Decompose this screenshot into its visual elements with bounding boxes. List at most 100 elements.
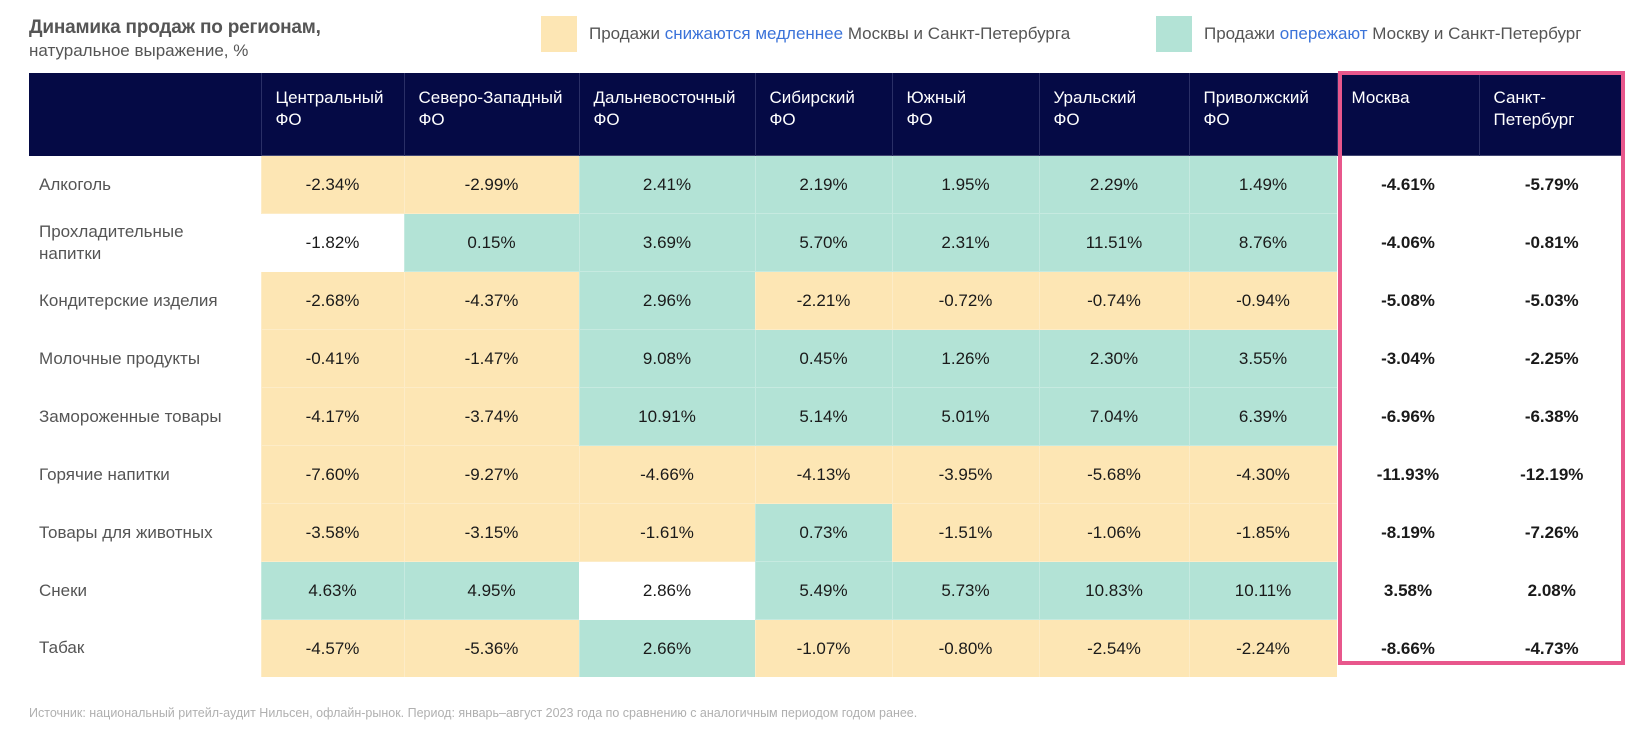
- data-cell: 5.70%: [754, 213, 892, 272]
- column-header-line: Уральский: [1053, 88, 1137, 107]
- header-corner: [29, 73, 261, 156]
- data-cell: -4.37%: [403, 271, 579, 330]
- data-cell: -2.99%: [403, 155, 579, 214]
- city-data-cell: -2.25%: [1478, 329, 1624, 388]
- table-row: Прохладительные напитки -1.82% 0.15% 3.69% 5.…: [29, 213, 1624, 272]
- legend-text: Продажи снижаются медленнее Москвы и Сан…: [589, 24, 1071, 43]
- city-data-cell: -7.26%: [1478, 503, 1624, 562]
- column-header: Дальневосточный ФО: [578, 73, 755, 156]
- legend-item-outpace: Продажи опережают Москву и Санкт-Петербу…: [1156, 16, 1581, 52]
- city-data-cell: -6.96%: [1336, 387, 1479, 446]
- data-cell: 2.31%: [891, 213, 1039, 272]
- column-header-line: Москва: [1351, 88, 1410, 107]
- row-label: Кондитерские изделия: [29, 271, 261, 330]
- data-cell: 0.15%: [403, 213, 579, 272]
- data-cell: 2.66%: [578, 619, 755, 677]
- row-label: Табак: [29, 619, 261, 677]
- city-data-cell: -12.19%: [1478, 445, 1624, 504]
- data-cell: -5.36%: [403, 619, 579, 677]
- column-header-line: Сибирский: [769, 88, 855, 107]
- city-data-cell: -4.73%: [1478, 619, 1624, 677]
- row-label: Горячие напитки: [29, 445, 261, 504]
- data-cell: 4.63%: [260, 561, 404, 620]
- row-label: Алкоголь: [29, 155, 261, 214]
- data-cell: -3.74%: [403, 387, 579, 446]
- data-cell: 2.96%: [578, 271, 755, 330]
- data-cell: -2.21%: [754, 271, 892, 330]
- column-header: Центральный ФО: [260, 73, 404, 156]
- data-cell: 5.49%: [754, 561, 892, 620]
- city-data-cell: -6.38%: [1478, 387, 1624, 446]
- column-header: Южный ФО: [891, 73, 1039, 156]
- data-cell: 10.11%: [1188, 561, 1337, 620]
- data-cell: -1.61%: [578, 503, 755, 562]
- table-row: Табак -4.57% -5.36% 2.66% -1.07% -0.80% -2.54%…: [29, 619, 1624, 677]
- data-cell: -3.95%: [891, 445, 1039, 504]
- legend-item-slower-decline: Продажи снижаются медленнее Москвы и Сан…: [541, 16, 1070, 52]
- data-cell: -0.41%: [260, 329, 404, 388]
- data-cell: -2.68%: [260, 271, 404, 330]
- data-cell: -0.94%: [1188, 271, 1337, 330]
- table-row: Горячие напитки -7.60% -9.27% -4.66% -4.13% -…: [29, 445, 1624, 504]
- legend-swatch-teal: [1156, 16, 1192, 52]
- row-label: Молочные продукты: [29, 329, 261, 388]
- city-data-cell: -4.06%: [1336, 213, 1479, 272]
- data-cell: 2.41%: [578, 155, 755, 214]
- row-label: Товары для животных: [29, 503, 261, 562]
- data-cell: 6.39%: [1188, 387, 1337, 446]
- column-header: Уральский ФО: [1038, 73, 1189, 156]
- column-header-line: Санкт-: [1493, 88, 1546, 107]
- chart-title: Динамика продаж по регионам,: [29, 17, 321, 38]
- data-cell: 1.49%: [1188, 155, 1337, 214]
- data-cell: -2.34%: [260, 155, 404, 214]
- city-data-cell: -0.81%: [1478, 213, 1624, 272]
- city-data-cell: -5.03%: [1478, 271, 1624, 330]
- city-data-cell: -5.79%: [1478, 155, 1624, 214]
- data-cell: 2.86%: [578, 561, 755, 620]
- city-data-cell: -3.04%: [1336, 329, 1479, 388]
- data-cell: 1.26%: [891, 329, 1039, 388]
- city-data-cell: 3.58%: [1336, 561, 1479, 620]
- table-row: Снеки 4.63% 4.95% 2.86% 5.49% 5.73% 10.83% 10.1…: [29, 561, 1624, 620]
- data-cell: -4.17%: [260, 387, 404, 446]
- column-header-line: ФО: [593, 110, 620, 129]
- data-cell: 5.14%: [754, 387, 892, 446]
- table-row: Кондитерские изделия -2.68% -4.37% 2.96% -2.…: [29, 271, 1624, 330]
- city-data-cell: -5.08%: [1336, 271, 1479, 330]
- column-header-line: ФО: [418, 110, 445, 129]
- row-label: Замороженные товары: [29, 387, 261, 446]
- data-cell: 0.73%: [754, 503, 892, 562]
- header-row: Центральный ФО Северо-Западный ФО Дальневост…: [29, 73, 1624, 156]
- data-cell: -3.15%: [403, 503, 579, 562]
- row-label: Прохладительные напитки: [29, 213, 261, 272]
- source-note: Источник: национальный ритейл-аудит Ниль…: [29, 706, 918, 720]
- data-cell: -1.07%: [754, 619, 892, 677]
- data-cell: -0.80%: [891, 619, 1039, 677]
- column-header: Приволжский ФО: [1188, 73, 1337, 156]
- column-header: Сибирский ФО: [754, 73, 892, 156]
- data-cell: 4.95%: [403, 561, 579, 620]
- column-header: Москва: [1336, 73, 1479, 156]
- legend-text: Продажи опережают Москву и Санкт-Петербу…: [1204, 24, 1582, 43]
- data-cell: 5.01%: [891, 387, 1039, 446]
- legend-highlight: снижаются медленнее: [664, 24, 844, 43]
- table-row: Молочные продукты -0.41% -1.47% 9.08% 0.45% 1…: [29, 329, 1624, 388]
- data-cell: -2.24%: [1188, 619, 1337, 677]
- data-cell: -1.06%: [1038, 503, 1189, 562]
- table-row: Алкоголь -2.34% -2.99% 2.41% 2.19% 1.95% 2.29%…: [29, 155, 1624, 214]
- data-cell: 3.69%: [578, 213, 755, 272]
- column-header-line: Приволжский: [1203, 88, 1309, 107]
- data-cell: 10.91%: [578, 387, 755, 446]
- row-label: Снеки: [29, 561, 261, 620]
- table-row: Товары для животных -3.58% -3.15% -1.61% 0.7…: [29, 503, 1624, 562]
- data-cell: 11.51%: [1038, 213, 1189, 272]
- data-cell: -1.85%: [1188, 503, 1337, 562]
- column-header-line: ФО: [1203, 110, 1230, 129]
- city-data-cell: 2.08%: [1478, 561, 1624, 620]
- data-cell: -4.66%: [578, 445, 755, 504]
- data-cell: 2.19%: [754, 155, 892, 214]
- data-cell: 5.73%: [891, 561, 1039, 620]
- data-cell: -4.13%: [754, 445, 892, 504]
- legend-swatch-yellow: [541, 16, 577, 52]
- data-cell: 9.08%: [578, 329, 755, 388]
